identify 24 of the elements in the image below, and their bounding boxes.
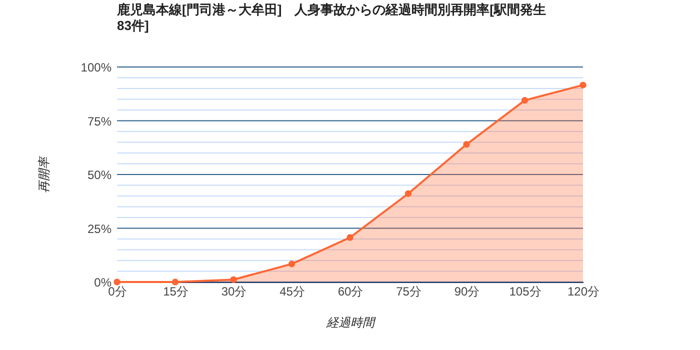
point <box>172 278 179 286</box>
point <box>580 82 586 88</box>
point <box>463 141 470 148</box>
point <box>346 234 354 241</box>
x-tick-label: 120分 <box>567 284 600 298</box>
x-tick-label: 90分 <box>454 284 480 298</box>
y-tick-label: 100% <box>80 60 112 74</box>
point <box>404 190 412 197</box>
x-tick-label: 45分 <box>280 284 305 298</box>
x-tick-label: 75分 <box>396 284 422 298</box>
x-tick-label: 30分 <box>221 284 247 298</box>
y-tick-label: 75% <box>87 114 112 128</box>
x-tick-label: 15分 <box>163 284 188 298</box>
x-tick-label: 105分 <box>509 284 542 298</box>
y-tick-label: 25% <box>87 222 112 236</box>
x-tick-label: 60分 <box>338 284 364 298</box>
chart-title: 鹿児島本線[門司港～大牟田] 人身事故からの経過時間別再開率[駅間発生83件] <box>116 2 546 33</box>
x-axis-title: 経過時間 <box>326 316 376 330</box>
point <box>114 278 120 286</box>
point <box>521 96 528 104</box>
point <box>288 260 296 268</box>
y-tick-label: 50% <box>87 168 112 182</box>
y-axis-title: 再開率 <box>36 155 51 193</box>
point <box>230 276 237 283</box>
